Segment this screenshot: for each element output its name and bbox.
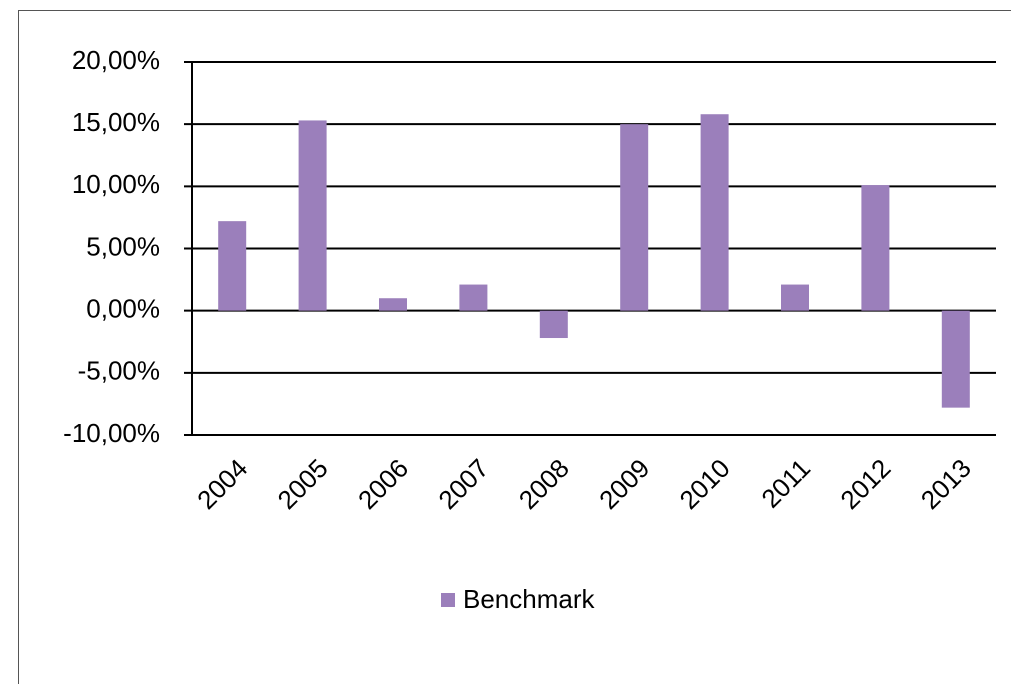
bar	[700, 114, 729, 311]
bar	[298, 120, 327, 311]
y-tick-label: 0,00%	[86, 294, 160, 324]
bar	[781, 284, 809, 311]
legend-label: Benchmark	[463, 584, 595, 614]
y-tick-label: 15,00%	[72, 107, 160, 137]
y-tick-label: 5,00%	[86, 231, 160, 261]
bar	[218, 221, 247, 311]
legend-swatch	[441, 593, 455, 607]
bar	[941, 310, 970, 408]
bar	[539, 310, 568, 339]
y-tick-label: 20,00%	[72, 45, 160, 75]
bar	[861, 185, 890, 311]
chart-frame	[18, 10, 1011, 684]
y-tick-label: -5,00%	[78, 356, 160, 386]
bar	[379, 298, 407, 311]
bar	[459, 284, 488, 311]
y-tick-label: -10,00%	[63, 418, 160, 448]
y-tick-label: 10,00%	[72, 169, 160, 199]
bar	[620, 124, 649, 311]
